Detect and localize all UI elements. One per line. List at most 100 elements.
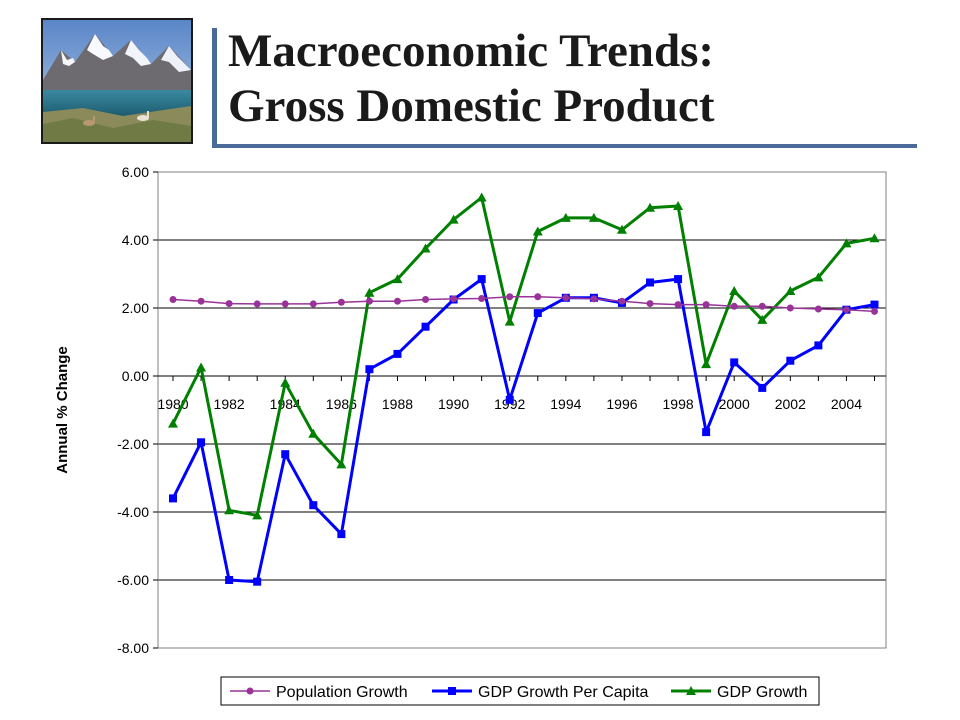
data-point-circle (702, 301, 710, 309)
series-layer (168, 192, 880, 586)
data-point-circle (422, 296, 430, 303)
y-tick-label: 4.00 (122, 232, 149, 248)
data-point-triangle (196, 362, 207, 372)
legend-item: Population Growth (230, 684, 408, 701)
data-point-triangle (841, 238, 852, 248)
data-point-square (225, 576, 234, 584)
data-point-circle (253, 300, 261, 308)
data-point-circle (590, 295, 598, 303)
plot-area-border (157, 171, 887, 649)
y-tick-label: 6.00 (122, 164, 149, 180)
series-line (171, 277, 875, 584)
data-point-square (309, 501, 318, 510)
legend-label: GDP Growth (717, 684, 807, 701)
series-population-growth (169, 293, 878, 315)
x-tick-label: 1998 (663, 396, 694, 412)
y-tick-label: 2.00 (122, 300, 149, 316)
data-point-square (169, 494, 177, 503)
series-gdp-growth-per-capita (169, 275, 879, 586)
data-point-triangle (504, 316, 515, 326)
data-point-triangle (785, 286, 796, 295)
data-point-square (814, 341, 823, 350)
y-tick-label: -6.00 (117, 572, 149, 588)
data-point-square (421, 322, 430, 331)
data-point-circle (534, 293, 542, 301)
data-point-square (253, 577, 262, 586)
data-point-circle (337, 298, 345, 306)
x-tick-label: 1994 (550, 396, 581, 412)
legend-label: GDP Growth Per Capita (478, 684, 649, 701)
data-point-square (758, 383, 767, 392)
data-point-circle (450, 295, 458, 303)
data-point-square (786, 356, 795, 365)
series-line (171, 196, 875, 517)
title-underline (212, 144, 917, 148)
x-tick-label: 1988 (382, 396, 413, 412)
x-tick-label: 2002 (775, 396, 806, 412)
x-tick-label: 1992 (494, 396, 525, 412)
data-point-triangle (280, 377, 291, 387)
data-point-circle (365, 297, 373, 305)
data-point-triangle (392, 274, 403, 284)
data-point-circle (281, 300, 289, 308)
data-point-triangle (869, 233, 880, 243)
data-point-triangle (364, 287, 375, 297)
y-axis-label: Annual % Change (54, 346, 71, 474)
data-point-triangle (686, 686, 696, 695)
data-point-triangle (308, 428, 319, 438)
data-point-square (337, 530, 346, 539)
data-point-circle (197, 297, 205, 305)
data-point-circle (842, 306, 850, 314)
data-point-square (533, 309, 542, 318)
data-point-circle (169, 296, 177, 303)
data-point-circle (246, 687, 254, 695)
y-tick-label: -4.00 (117, 504, 149, 520)
x-tick-label: 1990 (438, 396, 469, 412)
slide-title-line-2: Gross Domestic Product (228, 80, 715, 132)
series-line (172, 296, 875, 313)
data-point-circle (562, 294, 570, 302)
data-point-triangle (448, 214, 459, 224)
x-tick-label: 1982 (214, 396, 245, 412)
data-point-circle (871, 307, 878, 315)
y-tick-label: 0.00 (122, 368, 149, 384)
data-point-triangle (813, 272, 824, 282)
data-point-square (477, 275, 486, 284)
data-point-circle (646, 300, 654, 308)
data-point-triangle (168, 418, 178, 428)
x-tick-label: 1996 (606, 396, 637, 412)
data-point-circle (786, 304, 794, 312)
data-point-triangle (560, 212, 571, 222)
legend: Population Growth GDP Growth Per Capita GD… (230, 684, 807, 701)
data-point-triangle (645, 202, 656, 212)
legend-item: GDP Growth Per Capita (432, 684, 649, 701)
y-axis-ticks: 6.00 4.00 2.00 0.00 -2.00 -4.00 -6.00 -8.00 (117, 164, 158, 656)
data-point-triangle (729, 286, 740, 295)
legend-label: Population Growth (276, 684, 408, 701)
legend-item: GDP Growth (671, 684, 807, 701)
data-point-triangle (252, 510, 263, 520)
data-point-circle (393, 297, 401, 305)
data-point-square (197, 438, 206, 447)
title-accent-bar (212, 28, 217, 146)
data-point-square (281, 450, 290, 459)
data-point-triangle (673, 201, 684, 210)
mountain-lake-photo (41, 18, 193, 144)
data-point-square (393, 349, 402, 358)
data-point-circle (478, 294, 486, 302)
y-tick-label: -2.00 (117, 436, 149, 452)
x-tick-label: 2004 (831, 396, 862, 412)
data-point-square (730, 358, 739, 367)
data-point-circle (758, 302, 766, 310)
legend-box (220, 676, 820, 706)
data-point-circle (506, 293, 514, 301)
data-point-circle (309, 300, 317, 308)
data-point-square (870, 300, 879, 309)
data-point-triangle (701, 359, 712, 369)
x-axis-ticks: 1980 1982 1984 1986 1988 1990 1992 1994 1996 1998… (157, 376, 875, 412)
data-point-triangle (616, 224, 627, 234)
data-point-circle (674, 301, 682, 309)
data-point-triangle (420, 243, 431, 253)
data-point-circle (814, 305, 822, 313)
